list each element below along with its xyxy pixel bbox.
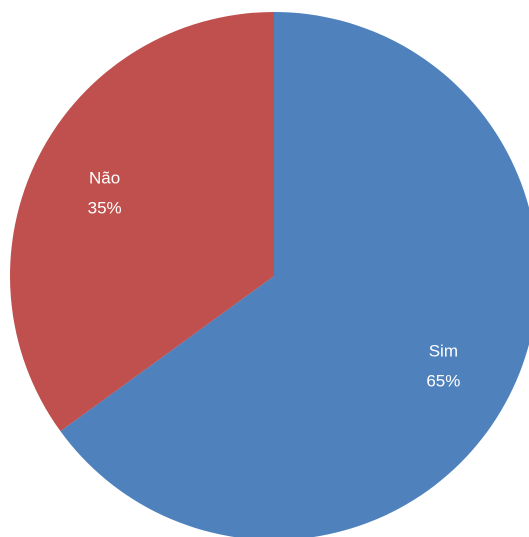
slice-value-label: 35% xyxy=(88,199,122,218)
pie-data-labels: Sim 65% Não 35% xyxy=(88,169,461,391)
pie-slices xyxy=(9,12,529,537)
slice-category-label: Sim xyxy=(429,341,458,360)
slice-value-label: 65% xyxy=(426,371,460,390)
slice-category-label: Não xyxy=(89,169,120,188)
pie-slice-0 xyxy=(60,12,529,537)
pie-slice-1 xyxy=(9,12,274,432)
